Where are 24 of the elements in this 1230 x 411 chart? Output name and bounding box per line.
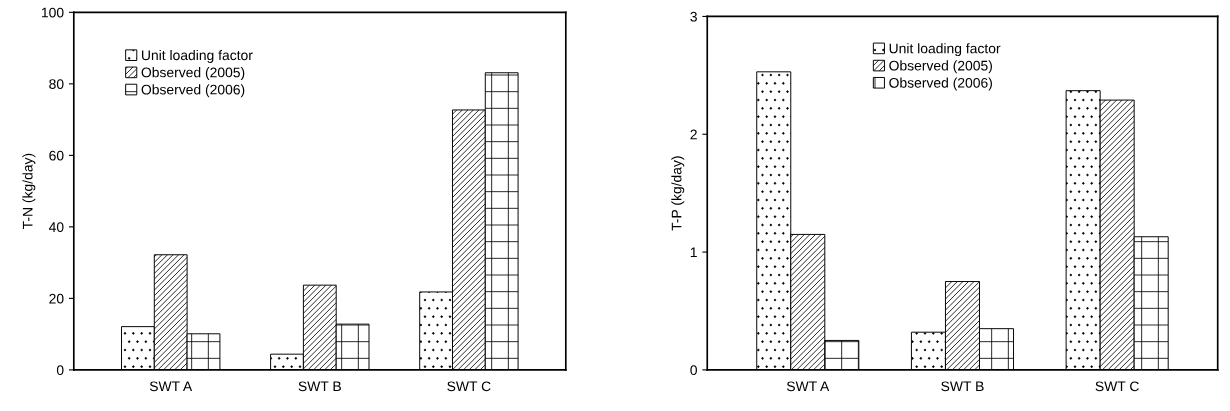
x-tick-label: SWT B: [941, 381, 984, 392]
y-tick-label: 1: [690, 247, 697, 258]
y-tick-label: 60: [49, 150, 64, 161]
y-tick-label: 100: [41, 7, 64, 18]
x-tick-label: SWT C: [1095, 381, 1139, 392]
x-tick-label: SWT A: [149, 381, 193, 392]
y-tick-label: 0: [56, 365, 64, 376]
x-tick-label: SWT C: [447, 381, 491, 392]
y-tick-label: 20: [49, 293, 64, 304]
y-axis-title: T-P (kg/day): [671, 156, 685, 231]
y-axis-title: T-N (kg/day): [22, 153, 36, 229]
legend-label: Observed (2006): [141, 84, 245, 98]
y-tick-label: 2: [690, 129, 697, 140]
legend-label: Unit loading factor: [142, 49, 253, 63]
x-tick-label: SWT A: [786, 381, 830, 392]
legend-label: Observed (2006): [889, 77, 992, 91]
y-tick-label: 40: [48, 222, 64, 233]
y-tick-label: 80: [49, 79, 64, 90]
y-tick-label: 3: [690, 11, 697, 22]
y-tick-label: 0: [690, 365, 697, 376]
legend-label: Unit loading factor: [889, 43, 1001, 57]
x-tick-label: SWT B: [298, 381, 341, 392]
legend-label: Observed (2005): [889, 60, 992, 74]
legend-label: Observed (2005): [141, 67, 245, 81]
